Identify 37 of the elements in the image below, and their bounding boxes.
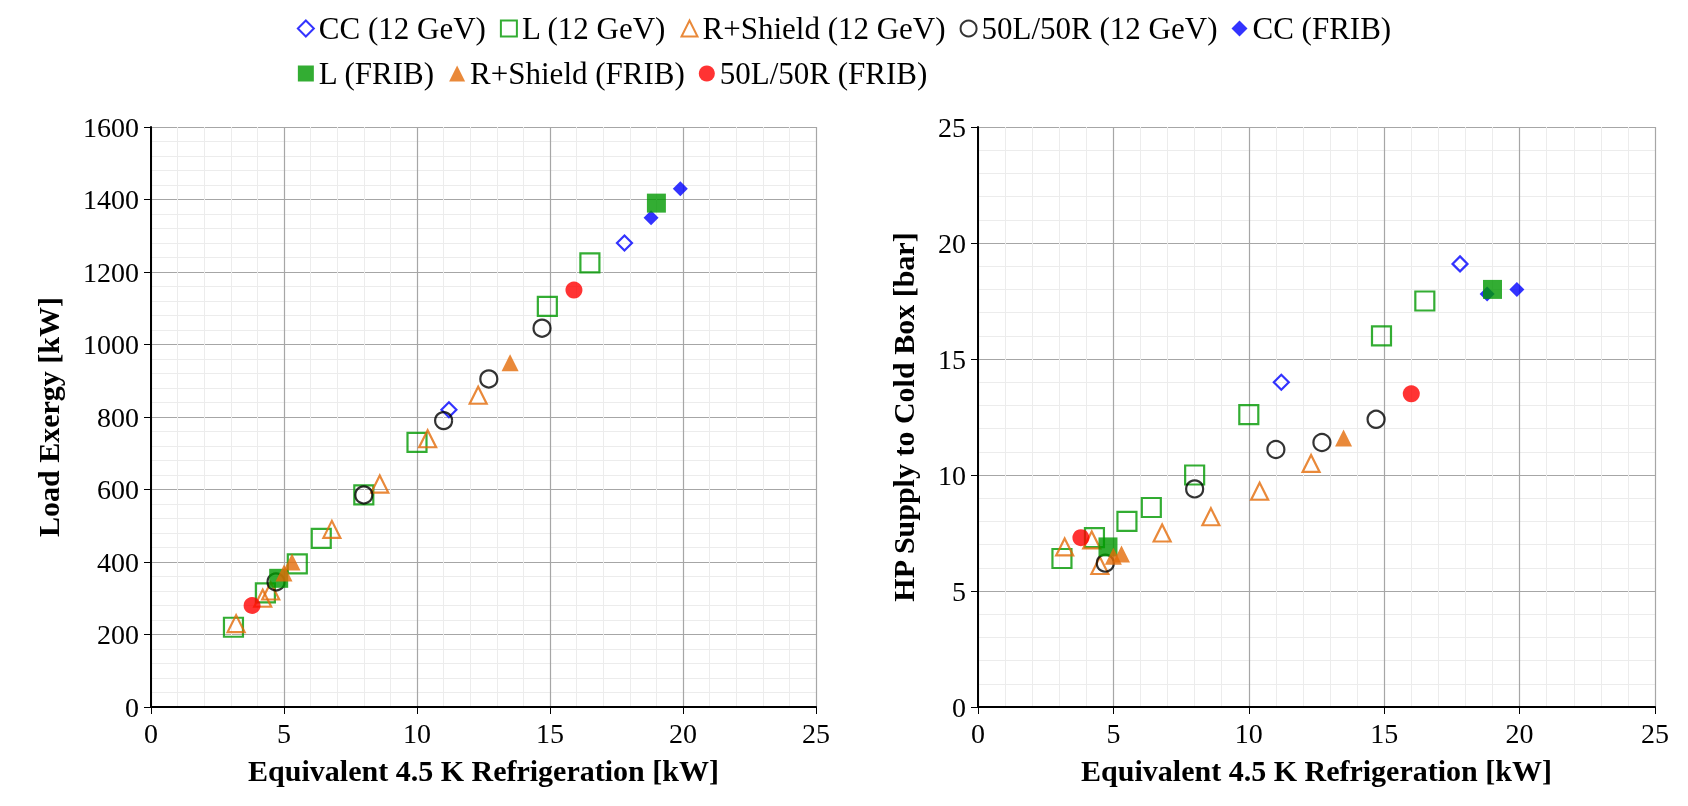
legend-label: 50L/50R (FRIB) xyxy=(719,56,928,91)
x-tick-label: 20 xyxy=(1505,717,1534,749)
legend-label: R+Shield (12 GeV) xyxy=(702,11,946,46)
x-tick-label: 10 xyxy=(1234,717,1263,749)
y-axis-title: HP Supply to Cold Box [bar] xyxy=(886,232,920,602)
legend-label: L (FRIB) xyxy=(318,56,434,91)
legend-label: CC (12 GeV) xyxy=(318,11,486,46)
x-tick-label: 15 xyxy=(1370,717,1399,749)
x-tick-label: 15 xyxy=(536,717,564,749)
y-tick-label: 1200 xyxy=(83,256,139,288)
y-tick-label: 800 xyxy=(97,401,139,433)
y-tick-label: 200 xyxy=(97,619,139,650)
y-tick-label: 15 xyxy=(938,343,966,375)
x-tick-label: 5 xyxy=(277,717,291,749)
y-tick-label: 600 xyxy=(97,474,139,505)
x-tick-label: 25 xyxy=(1641,717,1669,749)
legend-label: 50L/50R (12 GeV) xyxy=(981,11,1218,46)
y-tick-label: 1400 xyxy=(83,184,139,215)
legend-label: CC (FRIB) xyxy=(1252,11,1392,46)
y-tick-label: 1000 xyxy=(83,329,139,360)
x-tick-label: 5 xyxy=(1106,717,1121,749)
y-tick-label: 10 xyxy=(938,459,966,491)
y-tick-label: 20 xyxy=(938,227,966,259)
x-tick-label: 10 xyxy=(403,717,431,749)
x-axis-title: Equivalent 4.5 K Refrigeration [kW] xyxy=(1081,753,1552,787)
legend-label: L (12 GeV) xyxy=(521,11,666,46)
y-tick-label: 0 xyxy=(952,691,966,723)
y-tick-label: 5 xyxy=(952,575,966,607)
x-tick-label: 20 xyxy=(669,717,697,749)
x-tick-label: 25 xyxy=(802,717,830,749)
y-tick-label: 400 xyxy=(97,546,139,578)
y-axis-title: Load Exergy [kW] xyxy=(31,297,65,537)
y-tick-label: 25 xyxy=(938,111,966,143)
y-tick-label: 0 xyxy=(125,691,139,723)
legend-label: R+Shield (FRIB) xyxy=(470,56,685,91)
y-tick-label: 1600 xyxy=(83,111,139,143)
x-axis-title: Equivalent 4.5 K Refrigeration [kW] xyxy=(248,753,719,787)
